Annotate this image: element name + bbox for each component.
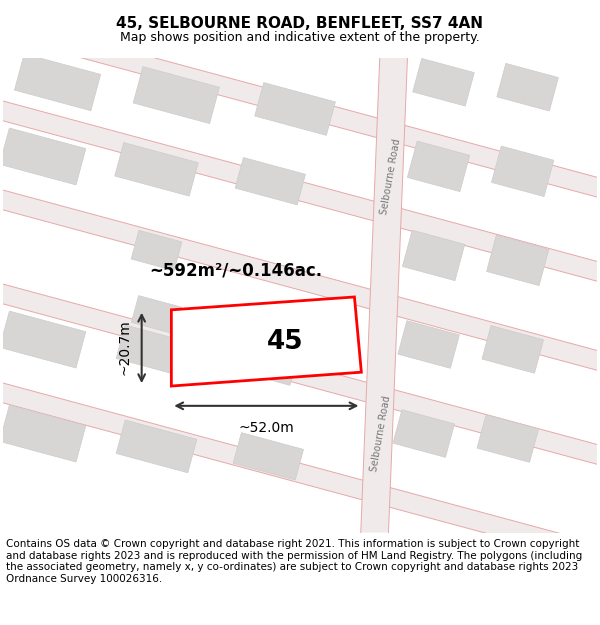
Polygon shape: [3, 284, 597, 464]
Polygon shape: [133, 67, 220, 124]
Polygon shape: [398, 321, 460, 368]
Polygon shape: [172, 297, 361, 386]
Polygon shape: [116, 420, 197, 472]
Polygon shape: [233, 339, 298, 386]
Polygon shape: [115, 142, 198, 196]
Polygon shape: [3, 383, 597, 563]
Polygon shape: [0, 311, 86, 368]
Polygon shape: [116, 325, 197, 378]
Polygon shape: [131, 296, 182, 334]
Polygon shape: [413, 58, 474, 106]
Polygon shape: [3, 17, 597, 197]
Polygon shape: [403, 230, 465, 281]
Polygon shape: [235, 158, 305, 205]
Polygon shape: [0, 405, 86, 462]
Text: 45: 45: [267, 329, 304, 354]
Polygon shape: [3, 101, 597, 281]
Polygon shape: [361, 58, 407, 532]
Polygon shape: [407, 141, 470, 192]
Text: Map shows position and indicative extent of the property.: Map shows position and indicative extent…: [120, 31, 480, 44]
Polygon shape: [14, 54, 101, 111]
Polygon shape: [477, 414, 539, 462]
Polygon shape: [3, 190, 597, 370]
Polygon shape: [491, 146, 554, 196]
Polygon shape: [0, 128, 86, 185]
Polygon shape: [393, 410, 454, 458]
Text: Selbourne Road: Selbourne Road: [369, 395, 392, 472]
Text: Selbourne Road: Selbourne Road: [379, 138, 403, 215]
Text: ~20.7m: ~20.7m: [118, 319, 132, 376]
Polygon shape: [255, 82, 335, 136]
Polygon shape: [233, 432, 304, 480]
Polygon shape: [131, 231, 182, 271]
Polygon shape: [487, 235, 549, 286]
Polygon shape: [497, 63, 559, 111]
Polygon shape: [482, 326, 544, 373]
Text: ~592m²/~0.146ac.: ~592m²/~0.146ac.: [149, 261, 322, 279]
Text: Contains OS data © Crown copyright and database right 2021. This information is : Contains OS data © Crown copyright and d…: [6, 539, 582, 584]
Text: ~52.0m: ~52.0m: [238, 421, 294, 434]
Text: 45, SELBOURNE ROAD, BENFLEET, SS7 4AN: 45, SELBOURNE ROAD, BENFLEET, SS7 4AN: [116, 16, 484, 31]
